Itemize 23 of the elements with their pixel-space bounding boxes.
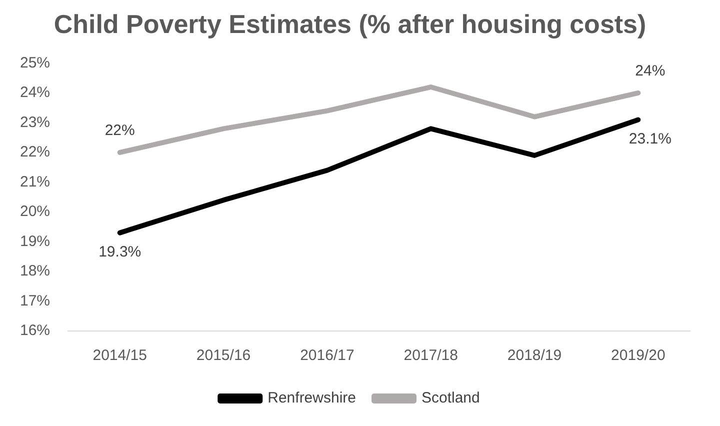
chart-title: Child Poverty Estimates (% after housing costs) [54,8,646,39]
data-label: 19.3% [98,243,142,260]
y-tick-label: 17% [20,292,50,310]
y-tick-label: 16% [20,322,50,340]
legend-label: Scotland [421,390,480,407]
x-tick-label: 2015/16 [196,347,251,364]
y-tick-label: 18% [20,262,50,280]
x-tick-label: 2016/17 [300,347,354,364]
y-tick-label: 19% [20,232,50,250]
data-label: 23.1% [628,130,672,148]
data-label: 22% [104,122,135,140]
x-tick-label: 2017/18 [404,347,458,364]
data-label: 24% [635,62,666,80]
x-tick-label: 2018/19 [507,347,562,364]
y-tick-label: 25% [20,54,50,72]
y-tick-label: 22% [20,144,50,161]
y-tick-label: 21% [20,173,50,190]
x-tick-label: 2019/20 [611,347,666,364]
x-tick-label: 2014/15 [92,347,147,364]
y-tick-label: 20% [20,203,50,220]
legend-label: Renfrewshire [268,390,356,407]
y-tick-label: 23% [20,114,50,131]
y-tick-label: 24% [20,84,50,102]
